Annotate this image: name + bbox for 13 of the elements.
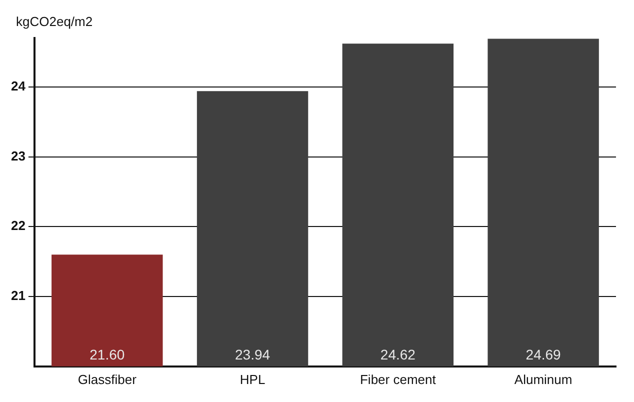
data-label: 23.94 <box>235 346 270 362</box>
y-tick-label: 22 <box>10 218 26 234</box>
y-axis-title: kgCO2eq/m2 <box>16 14 93 30</box>
data-label: 21.60 <box>90 346 125 362</box>
x-tick-label: HPL <box>240 372 266 387</box>
y-tick-label: 23 <box>10 148 26 164</box>
y-tick-label: 21 <box>10 288 26 304</box>
y-tick-label: 24 <box>10 78 26 94</box>
data-label: 24.69 <box>526 346 562 362</box>
x-tick-label: Glassfiber <box>78 372 138 387</box>
x-tick-label: Fiber cement <box>360 372 436 387</box>
data-label: 24.62 <box>380 346 416 362</box>
x-tick-label: Aluminum <box>514 372 572 387</box>
